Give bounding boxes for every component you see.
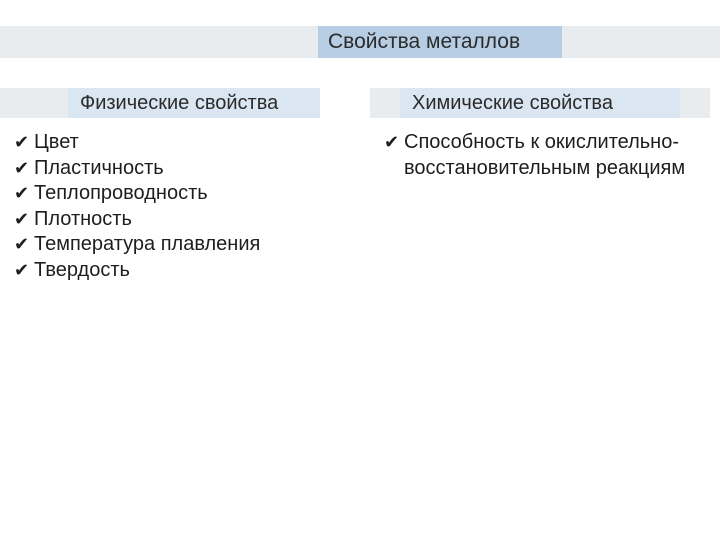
check-icon: ✔ <box>14 156 34 180</box>
list-item: ✔ Теплопроводность <box>14 181 360 207</box>
column-physical: Физические свойства ✔ Цвет ✔ Пластичност… <box>0 88 360 284</box>
list-item-text: Пластичность <box>34 156 360 182</box>
list-item: ✔ Температура плавления <box>14 232 360 258</box>
list-item: ✔ Способность к окислительно-восстановит… <box>384 130 720 181</box>
check-icon: ✔ <box>14 207 34 231</box>
list-item-text: Цвет <box>34 130 360 156</box>
list-item: ✔ Твердость <box>14 258 360 284</box>
list-item-text: Твердость <box>34 258 360 284</box>
check-icon: ✔ <box>14 258 34 282</box>
list-item: ✔ Плотность <box>14 207 360 233</box>
subheader-chemical: Химические свойства <box>400 88 680 118</box>
check-icon: ✔ <box>14 232 34 256</box>
list-item: ✔ Пластичность <box>14 156 360 182</box>
list-item-text: Температура плавления <box>34 232 360 258</box>
check-icon: ✔ <box>384 130 404 154</box>
chemical-list: ✔ Способность к окислительно-восстановит… <box>370 130 720 181</box>
list-item-text: Способность к окислительно-восстановител… <box>404 130 720 181</box>
physical-list: ✔ Цвет ✔ Пластичность ✔ Теплопроводность… <box>0 130 360 284</box>
column-chemical: Химические свойства ✔ Способность к окис… <box>360 88 720 284</box>
subheader-physical: Физические свойства <box>68 88 320 118</box>
columns-container: Физические свойства ✔ Цвет ✔ Пластичност… <box>0 88 720 284</box>
check-icon: ✔ <box>14 130 34 154</box>
list-item: ✔ Цвет <box>14 130 360 156</box>
slide-title: Свойства металлов <box>318 26 562 58</box>
subheader-bar-left: Физические свойства <box>0 88 320 118</box>
check-icon: ✔ <box>14 181 34 205</box>
list-item-text: Плотность <box>34 207 360 233</box>
subheader-bar-right: Химические свойства <box>370 88 710 118</box>
list-item-text: Теплопроводность <box>34 181 360 207</box>
